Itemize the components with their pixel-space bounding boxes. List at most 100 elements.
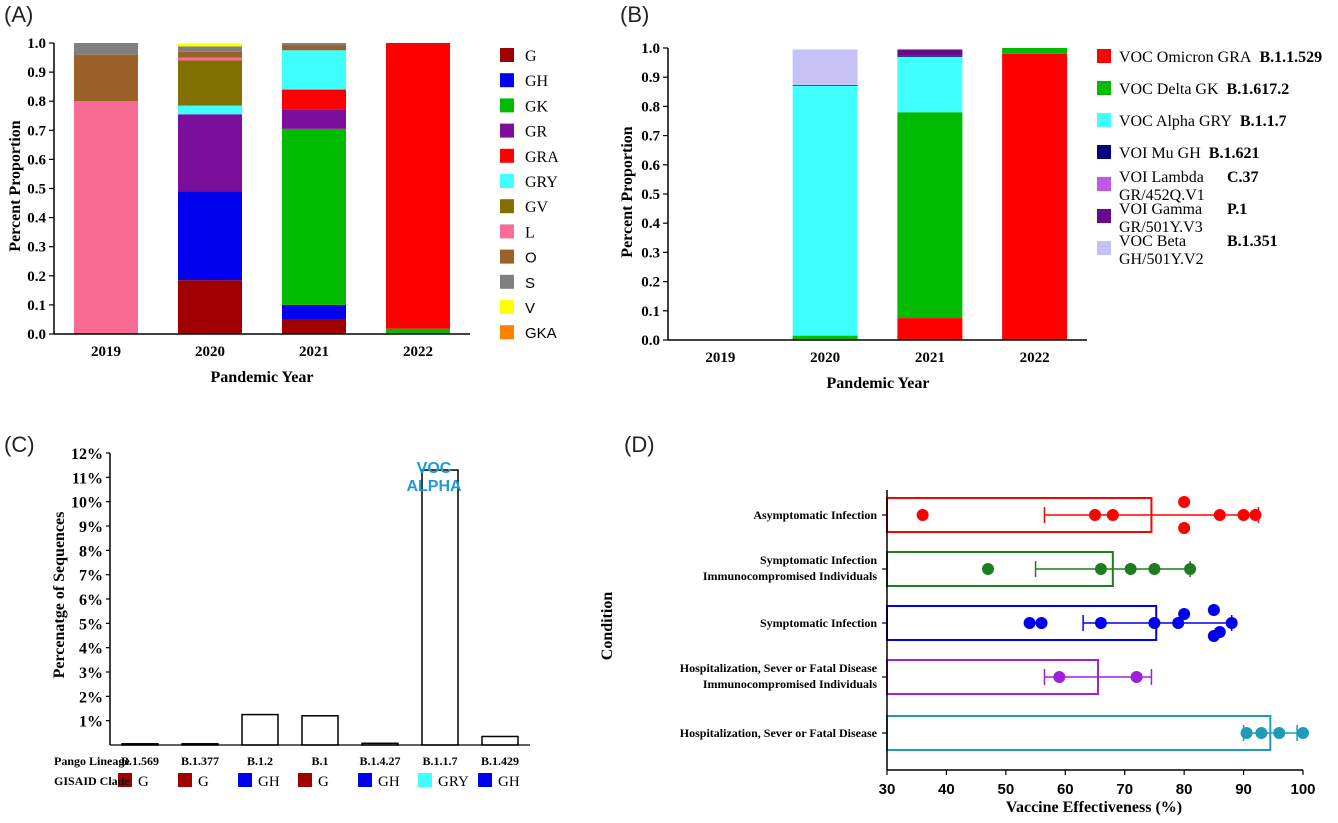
legend-label-0: G [525, 48, 537, 65]
x-tick-label-90: 90 [1235, 781, 1252, 798]
bar-2021-gry [282, 50, 346, 90]
bar-B.1.2 [241, 713, 279, 746]
legend-code-1: B.1.617.2 [1227, 81, 1290, 98]
legend-swatch-6 [500, 199, 514, 214]
x-tick-2022: 2022 [1020, 350, 1050, 366]
y-tick-label: 0.6 [27, 152, 46, 168]
legend-code-2: B.1.1.7 [1240, 113, 1287, 130]
bar-2019-l [74, 101, 138, 334]
data-point-3-1 [1130, 671, 1143, 683]
panel-c-label: (C) [4, 432, 35, 457]
bar-2019-s [74, 43, 138, 55]
bar-2020-v [178, 43, 242, 47]
data-point-2-3 [1148, 617, 1161, 629]
bar-2020-voc-alpha-gry [792, 85, 858, 336]
lineage-label-B.1.377: B.1.377 [181, 754, 219, 768]
clade-swatch-B.1.429 [478, 773, 492, 787]
legend-swatch-1 [500, 73, 514, 88]
bar-2022-voc-omicron-gra [1002, 53, 1068, 341]
x-tick-label-70: 70 [1116, 781, 1133, 798]
legend-label-2: GK [525, 98, 549, 115]
bar-2020-gh [178, 191, 242, 281]
y-tick-label: 6% [79, 592, 103, 609]
clade-label-B.1.377: G [198, 774, 209, 790]
y-tick-label: 0.8 [27, 94, 46, 110]
clade-swatch-B.1.377 [178, 773, 192, 787]
bar-2021-gh [282, 304, 346, 320]
data-point-1-3 [1148, 563, 1161, 575]
y-tick-label: 9% [79, 519, 103, 536]
data-point-3-0 [1053, 671, 1066, 683]
lineage-label-B.1.569: B.1.569 [121, 754, 159, 768]
y-tick-label: 0.2 [27, 269, 46, 285]
bar-2020-voc-delta-gk [792, 335, 858, 340]
annotation-alpha: ALPHA [406, 478, 462, 495]
bar-2022-gra [386, 43, 450, 329]
bar-2019-o [74, 54, 138, 102]
legend-swatch-8 [500, 249, 514, 264]
y-tick-label: 0.3 [27, 240, 46, 256]
bar-2021-s [282, 43, 346, 46]
legend-swatch-2 [1097, 113, 1111, 127]
data-point-1-1 [1094, 563, 1107, 575]
data-point-1-4 [1184, 563, 1197, 575]
data-point-2-0 [1023, 617, 1036, 629]
legend-sublabel-5: GR/501Y.V3 [1119, 219, 1203, 236]
legend-code-5: P.1 [1227, 201, 1247, 218]
bar-2020-o [178, 51, 242, 58]
y-tick-label: 0.0 [27, 327, 46, 343]
bar-2021-o [282, 45, 346, 51]
data-point-4-0 [1240, 727, 1253, 739]
y-tick-label: 0.7 [27, 123, 46, 139]
x-tick-label-100: 100 [1290, 781, 1315, 798]
bar-2020-voc-beta [792, 49, 858, 86]
x-tick-label-80: 80 [1176, 781, 1193, 798]
x-tick-2021: 2021 [915, 350, 945, 366]
legend-label-5: VOI Gamma [1119, 201, 1202, 218]
legend-swatch-10 [500, 300, 514, 314]
data-point-2-9 [1225, 617, 1238, 629]
data-point-4-1 [1255, 727, 1268, 739]
lineage-label-B.1.2: B.1.2 [247, 754, 273, 768]
panel-b-ylabel: Percent Proportion [619, 126, 636, 257]
data-point-0-1 [1089, 509, 1101, 521]
data-point-0-3 [1178, 496, 1191, 508]
legend-swatch-3 [500, 123, 514, 138]
legend-label-1: VOC Delta GK [1119, 81, 1219, 98]
bar-2020-g [178, 280, 242, 334]
panel-c-ylabel: Percenatge of Sequences [51, 512, 68, 679]
bar-2020-gry [178, 105, 242, 115]
y-tick-label: 3% [79, 665, 103, 682]
legend-label-6: VOC Beta [1119, 233, 1186, 250]
x-tick-label-50: 50 [998, 781, 1015, 798]
y-tick-label: 0.6 [641, 158, 660, 174]
data-point-1-2 [1124, 563, 1137, 575]
y-tick-label: 1.0 [27, 36, 46, 52]
panel-a-ylabel: Percent Proportion [7, 120, 24, 251]
legend-label-9: S [525, 275, 535, 292]
legend-label-0: VOC Omicron GRA [1119, 49, 1252, 66]
legend-swatch-7 [500, 224, 514, 239]
legend-swatch-5 [1097, 209, 1111, 223]
clade-swatch-B.1.4.27 [358, 773, 372, 787]
legend-label-1: GH [525, 73, 549, 90]
panel-c: (C) 1% 2% 3% 4% 5% 6% 7% 8% 9% 10% 11% 12% B.1.569 G… [4, 432, 530, 790]
x-tick-2019: 2019 [705, 350, 735, 366]
legend-swatch-6 [1097, 241, 1111, 255]
clade-label-B.1.569: G [138, 774, 149, 790]
y-tick-label: 7% [79, 568, 103, 585]
legend-swatch-3 [1097, 145, 1111, 159]
legend-label-2: VOC Alpha GRY [1119, 113, 1232, 130]
lineage-label-B.1.1.7: B.1.1.7 [422, 754, 457, 768]
data-point-4-2 [1273, 727, 1286, 739]
panel-b: (B) 2019 2020 2021 2022 0.0 0.1 0.2 0.3 0.4 0.5 0.… [619, 2, 1322, 392]
x-tick-label-40: 40 [938, 781, 955, 798]
bar-2021-gra [282, 89, 346, 110]
y-tick-label: 11% [72, 470, 103, 487]
condition-label-1: Symptomatic Infection [760, 553, 877, 567]
legend-swatch-1 [1097, 81, 1111, 95]
y-tick-label: 0.4 [641, 216, 660, 232]
data-point-0-4 [1178, 522, 1191, 534]
x-tick-2019: 2019 [91, 344, 121, 360]
data-point-0-2 [1106, 509, 1119, 521]
